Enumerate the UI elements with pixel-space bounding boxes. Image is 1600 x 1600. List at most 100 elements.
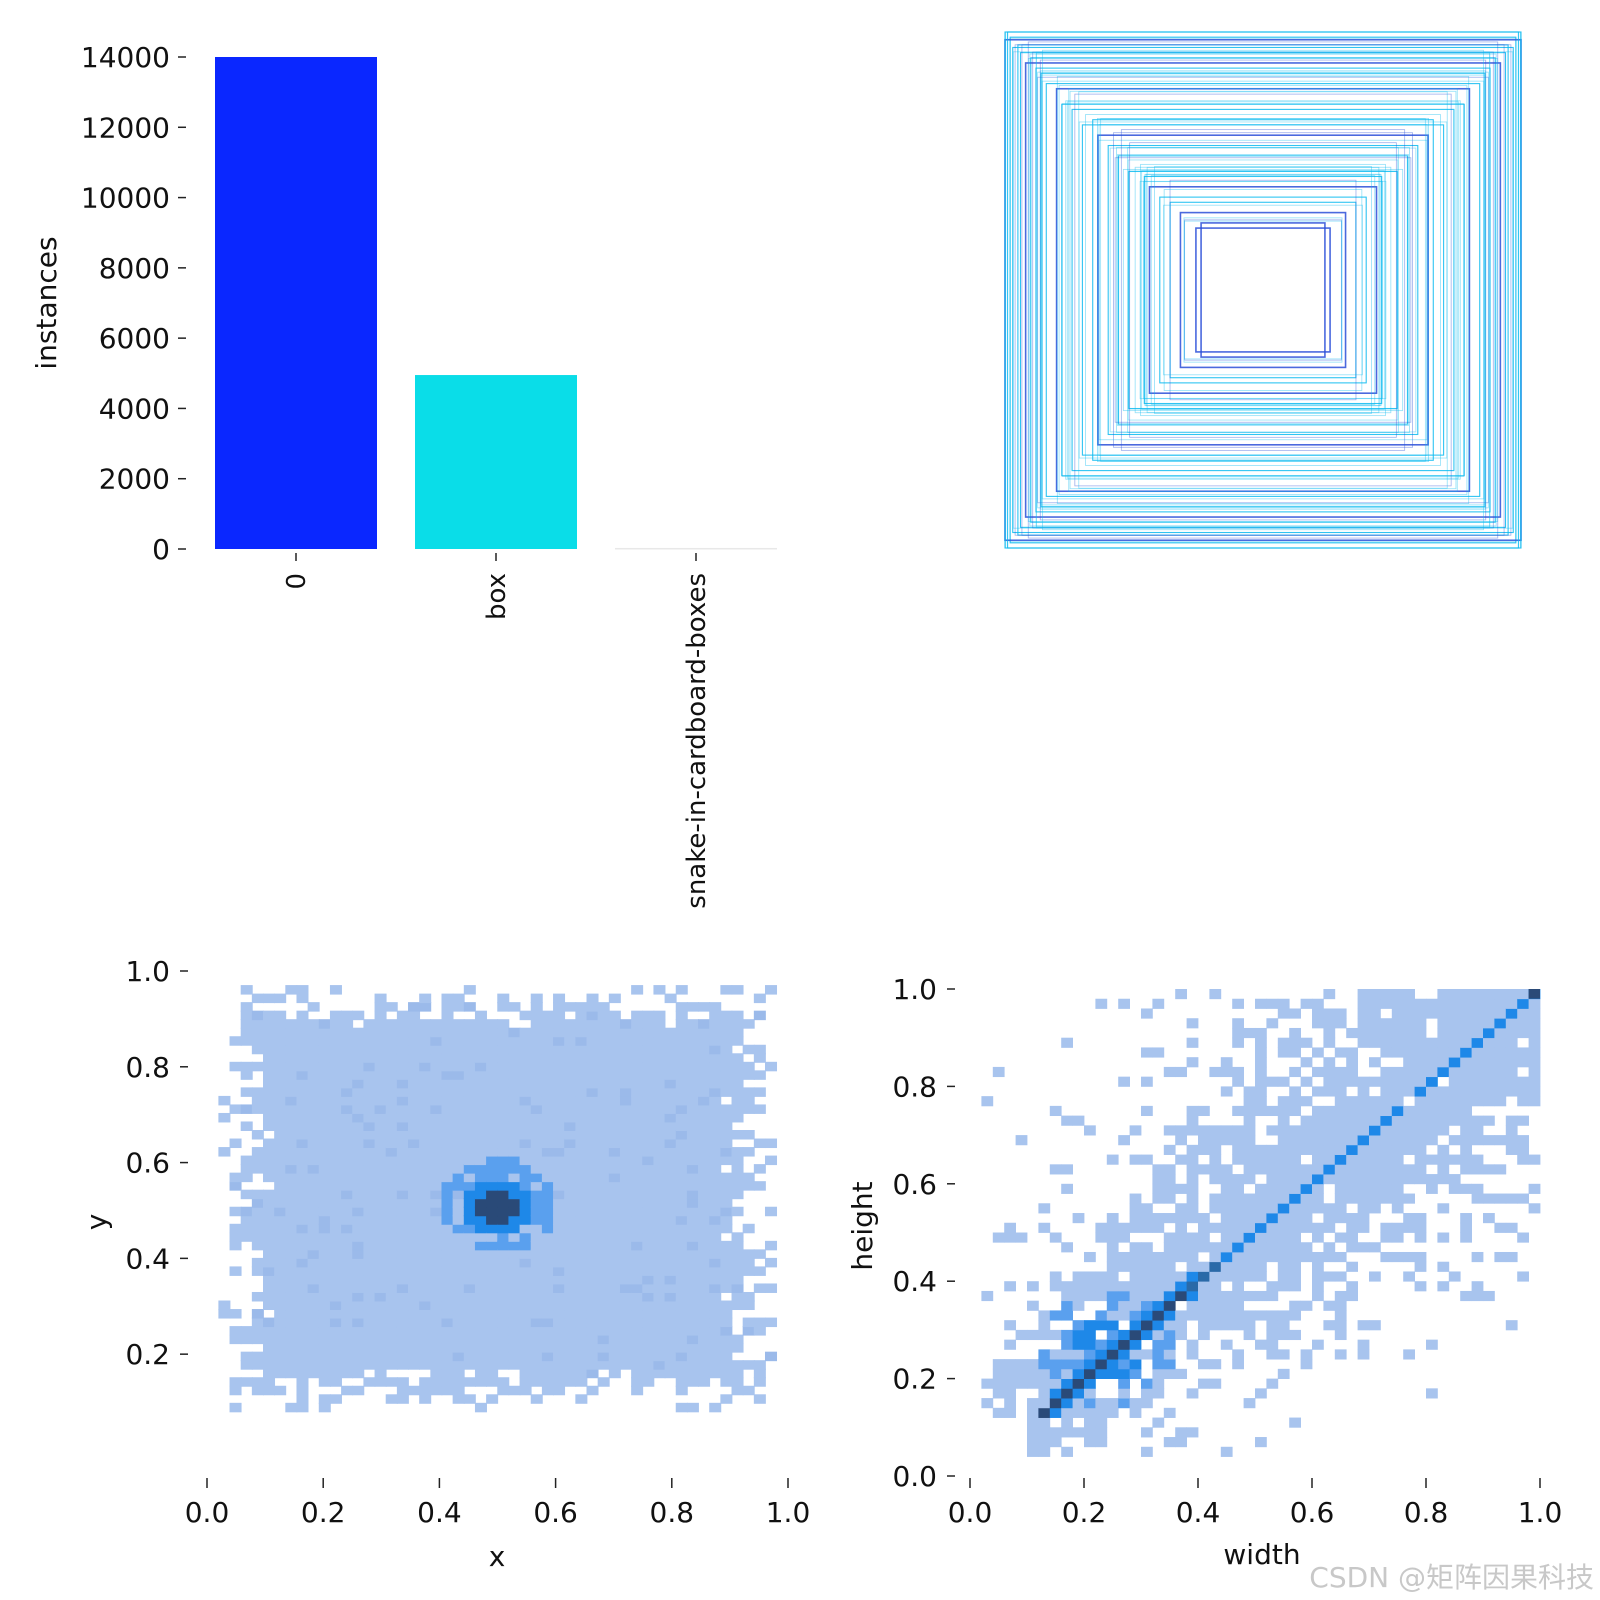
heatmap-cell — [1346, 1027, 1358, 1039]
heatmap-cell — [1084, 1251, 1096, 1263]
heatmap-cell — [642, 1291, 655, 1302]
heatmap-cell — [1289, 1037, 1301, 1048]
heatmap-cell — [1163, 1300, 1176, 1311]
heatmap-cell — [1232, 1271, 1244, 1282]
heatmap-cell — [586, 1317, 599, 1328]
heatmap-cell — [363, 1130, 376, 1140]
heatmap-cell — [631, 1326, 644, 1336]
heatmap-cell — [1380, 1066, 1393, 1078]
heatmap-cell — [1460, 1008, 1472, 1019]
heatmap-cell — [1437, 1057, 1450, 1068]
heatmap-cell — [1255, 1251, 1267, 1263]
heatmap-cell — [709, 1249, 722, 1259]
heatmap-cell — [575, 1377, 588, 1387]
heatmap-cell — [619, 1206, 632, 1217]
heatmap-cell — [1277, 1329, 1290, 1341]
heatmap-cell — [642, 1061, 655, 1072]
heatmap-cell — [575, 1002, 588, 1012]
heatmap-cell — [352, 1181, 365, 1191]
x-tick-label: box — [482, 573, 512, 620]
heatmap-cell — [1163, 1174, 1176, 1185]
heatmap-cell — [698, 1027, 711, 1038]
heatmap-cell — [1255, 1183, 1267, 1194]
heatmap-cell — [385, 1172, 398, 1183]
heatmap-cell — [419, 1070, 432, 1080]
heatmap-cell — [720, 1053, 733, 1063]
x-tick-label: 0.4 — [417, 1496, 462, 1529]
heatmap-cell — [1129, 1281, 1142, 1292]
heatmap-cell — [1049, 1232, 1062, 1243]
heatmap-cell — [1255, 1105, 1267, 1117]
heatmap-cell — [1494, 1057, 1507, 1068]
heatmap-cell — [474, 1343, 487, 1353]
box-outline — [1169, 201, 1357, 379]
heatmap-cell — [318, 1257, 331, 1268]
heatmap-cell — [1118, 1339, 1130, 1350]
heatmap-cell — [686, 1036, 699, 1046]
heatmap-cell — [530, 1232, 543, 1242]
heatmap-cell — [1505, 1047, 1518, 1058]
heatmap-cell — [285, 1087, 298, 1097]
heatmap-cell — [274, 1112, 287, 1123]
heatmap-cell — [541, 1249, 554, 1259]
heatmap-cell — [1220, 1183, 1233, 1194]
heatmap-cell — [597, 1010, 610, 1021]
heatmap-cell — [653, 1130, 666, 1140]
heatmap-cell — [1232, 1027, 1244, 1039]
heatmap-cell — [329, 1078, 342, 1089]
heatmap-cell — [1300, 1222, 1313, 1233]
heatmap-cell — [619, 1104, 632, 1114]
heatmap-cell — [653, 1061, 666, 1072]
heatmap-cell — [363, 1172, 376, 1183]
heatmap-cell — [1312, 1047, 1324, 1058]
box-outline — [1128, 170, 1398, 410]
heatmap-cell — [664, 1317, 677, 1328]
heatmap-cell — [318, 1036, 331, 1046]
heatmap-cell — [1186, 1125, 1199, 1136]
heatmap-cell — [229, 1138, 242, 1149]
heatmap-cell — [274, 993, 287, 1004]
heatmap-cell — [296, 1036, 309, 1046]
heatmap-cell — [1323, 1057, 1336, 1068]
heatmap-cell — [1084, 1125, 1096, 1136]
y-axis-label: instances — [30, 236, 63, 369]
heatmap-cell — [1027, 1329, 1039, 1341]
heatmap-cell — [419, 1377, 432, 1387]
heatmap-cell — [1369, 1144, 1381, 1155]
heatmap-cell — [631, 1095, 644, 1106]
heatmap-cell — [553, 1036, 566, 1046]
heatmap-cell — [675, 1189, 688, 1200]
heatmap-cell — [1255, 1242, 1267, 1253]
heatmap-cell — [463, 1087, 476, 1097]
heatmap-cell — [1152, 1271, 1165, 1282]
heatmap-cell — [1494, 1047, 1507, 1058]
heatmap-cell — [463, 1266, 476, 1276]
heatmap-cell — [274, 1036, 287, 1046]
heatmap-cell — [285, 1138, 298, 1149]
heatmap-cell — [653, 1240, 666, 1251]
heatmap-cell — [1198, 1232, 1210, 1243]
heatmap-cell — [992, 1066, 1005, 1078]
heatmap-cell — [642, 1027, 655, 1038]
heatmap-cell — [1334, 1203, 1347, 1214]
heatmap-cell — [1505, 1037, 1518, 1048]
heatmap-cell — [720, 985, 733, 995]
heatmap-cell — [653, 1300, 666, 1311]
heatmap-cell — [385, 1240, 398, 1251]
heatmap-cell — [463, 1121, 476, 1131]
heatmap-cell — [341, 1061, 354, 1072]
heatmap-cell — [508, 1257, 521, 1268]
heatmap-cell — [408, 1309, 421, 1319]
heatmap-cell — [251, 1385, 264, 1396]
heatmap-cell — [363, 1266, 376, 1276]
heatmap-cell — [452, 1002, 465, 1012]
heatmap-cell — [608, 1112, 621, 1123]
heatmap-cell — [653, 1181, 666, 1191]
heatmap-cell — [1232, 1213, 1244, 1224]
heatmap-cell — [497, 1061, 510, 1072]
heatmap-cell — [1072, 1320, 1085, 1331]
heatmap-cell — [385, 1257, 398, 1268]
heatmap-cell — [329, 1087, 342, 1097]
heatmap-cell — [1289, 1125, 1301, 1136]
heatmap-cell — [1141, 1398, 1153, 1409]
